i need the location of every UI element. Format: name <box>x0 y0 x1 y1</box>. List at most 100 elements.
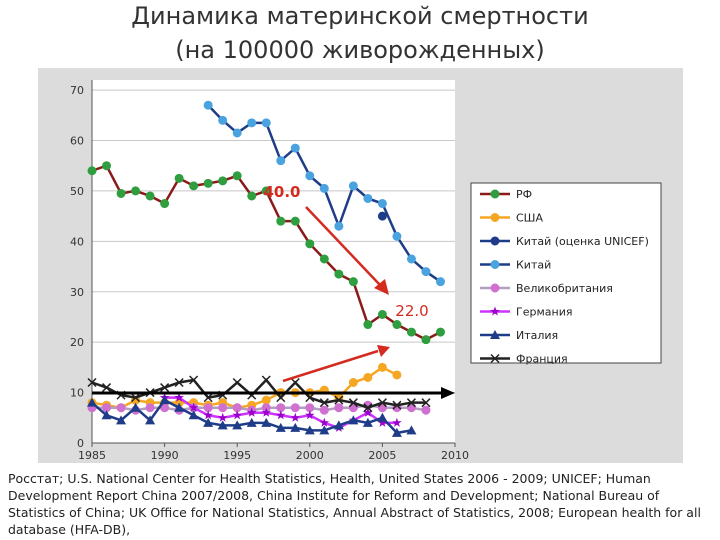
legend-label: Китай <box>516 259 551 272</box>
arrow <box>282 349 379 383</box>
marker <box>334 221 344 231</box>
legend <box>470 182 662 364</box>
marker <box>217 420 228 430</box>
legend-label: Италия <box>516 329 558 342</box>
marker <box>276 393 286 403</box>
marker <box>203 100 213 110</box>
marker <box>421 267 431 277</box>
marker <box>421 398 431 408</box>
marker <box>377 199 387 209</box>
marker <box>188 402 199 412</box>
marker <box>145 191 155 201</box>
marker <box>102 161 112 171</box>
marker <box>377 417 388 427</box>
marker <box>319 425 330 435</box>
marker <box>145 415 156 425</box>
x-tick-label: 2000 <box>296 449 324 462</box>
legend-label: Франция <box>516 353 568 366</box>
y-tick-label: 10 <box>70 387 84 400</box>
marker <box>203 393 213 403</box>
y-tick-label: 70 <box>70 84 84 97</box>
legend-items: РФ США Китай (оценка UNICEF) Китай Великобри… <box>480 188 649 366</box>
marker <box>174 377 184 388</box>
marker <box>392 417 402 427</box>
marker <box>247 118 257 128</box>
legend-label: Германия <box>516 306 572 319</box>
source-note: Росстат; U.S. National Center for Health… <box>8 471 701 537</box>
arrow-head <box>374 279 389 295</box>
marker <box>290 377 300 388</box>
y-tick-label: 50 <box>70 185 84 198</box>
legend-label: США <box>516 212 543 225</box>
marker <box>276 216 286 226</box>
marker <box>189 181 199 191</box>
marker <box>362 417 373 427</box>
marker <box>261 118 271 128</box>
marker <box>261 407 271 417</box>
marker <box>247 407 257 417</box>
marker <box>276 156 286 166</box>
marker <box>232 410 242 420</box>
marker <box>130 402 141 412</box>
marker <box>232 377 242 388</box>
marker <box>232 171 242 181</box>
marker <box>261 395 271 405</box>
marker <box>490 353 500 364</box>
marker <box>363 320 373 330</box>
marker <box>490 330 500 339</box>
marker <box>131 393 141 403</box>
marker <box>490 306 500 316</box>
marker <box>290 422 301 432</box>
x-tick-label: 1995 <box>223 449 251 462</box>
marker <box>275 422 286 432</box>
marker <box>101 383 112 393</box>
marker <box>203 410 213 420</box>
marker <box>87 166 97 176</box>
marker <box>334 403 344 413</box>
marker <box>348 415 359 425</box>
legend-label: Великобритания <box>516 282 613 295</box>
marker <box>101 410 112 420</box>
marker <box>406 398 416 408</box>
marker <box>159 395 170 405</box>
marker <box>203 178 213 188</box>
arrow-head <box>377 345 390 357</box>
annotation: 22.0 <box>395 302 428 320</box>
marker <box>363 372 373 382</box>
marker <box>145 403 155 413</box>
marker <box>304 425 315 435</box>
marker <box>276 410 286 420</box>
marker <box>246 417 257 427</box>
marker <box>261 186 271 196</box>
y-tick-label: 20 <box>70 336 84 349</box>
marker <box>406 327 416 337</box>
marker <box>218 115 228 125</box>
marker <box>435 327 445 337</box>
marker <box>333 420 344 430</box>
chart-title: Динамика материнской смертности <box>131 2 588 30</box>
marker <box>392 370 402 380</box>
x-tick-label: 2005 <box>368 449 396 462</box>
marker <box>218 403 228 413</box>
grid: 0 10 20 30 40 50 60 70 1985 1990 1995 2000 2005 2010 <box>70 80 469 462</box>
y-tick-label: 40 <box>70 235 84 248</box>
x-tick-label: 1985 <box>78 449 106 462</box>
marker <box>490 283 500 293</box>
y-tick-label: 0 <box>77 437 84 450</box>
arrow-head <box>441 387 455 399</box>
marker <box>160 383 170 393</box>
marker <box>377 309 387 319</box>
marker <box>421 405 431 415</box>
marker <box>116 415 127 425</box>
arrow <box>305 206 381 286</box>
marker <box>188 410 199 420</box>
marker <box>334 269 344 279</box>
marker <box>406 254 416 264</box>
marker <box>363 193 373 203</box>
annotation: 40.0 <box>263 183 300 201</box>
marker <box>203 417 214 427</box>
series-line <box>91 365 398 410</box>
marker <box>406 425 417 435</box>
